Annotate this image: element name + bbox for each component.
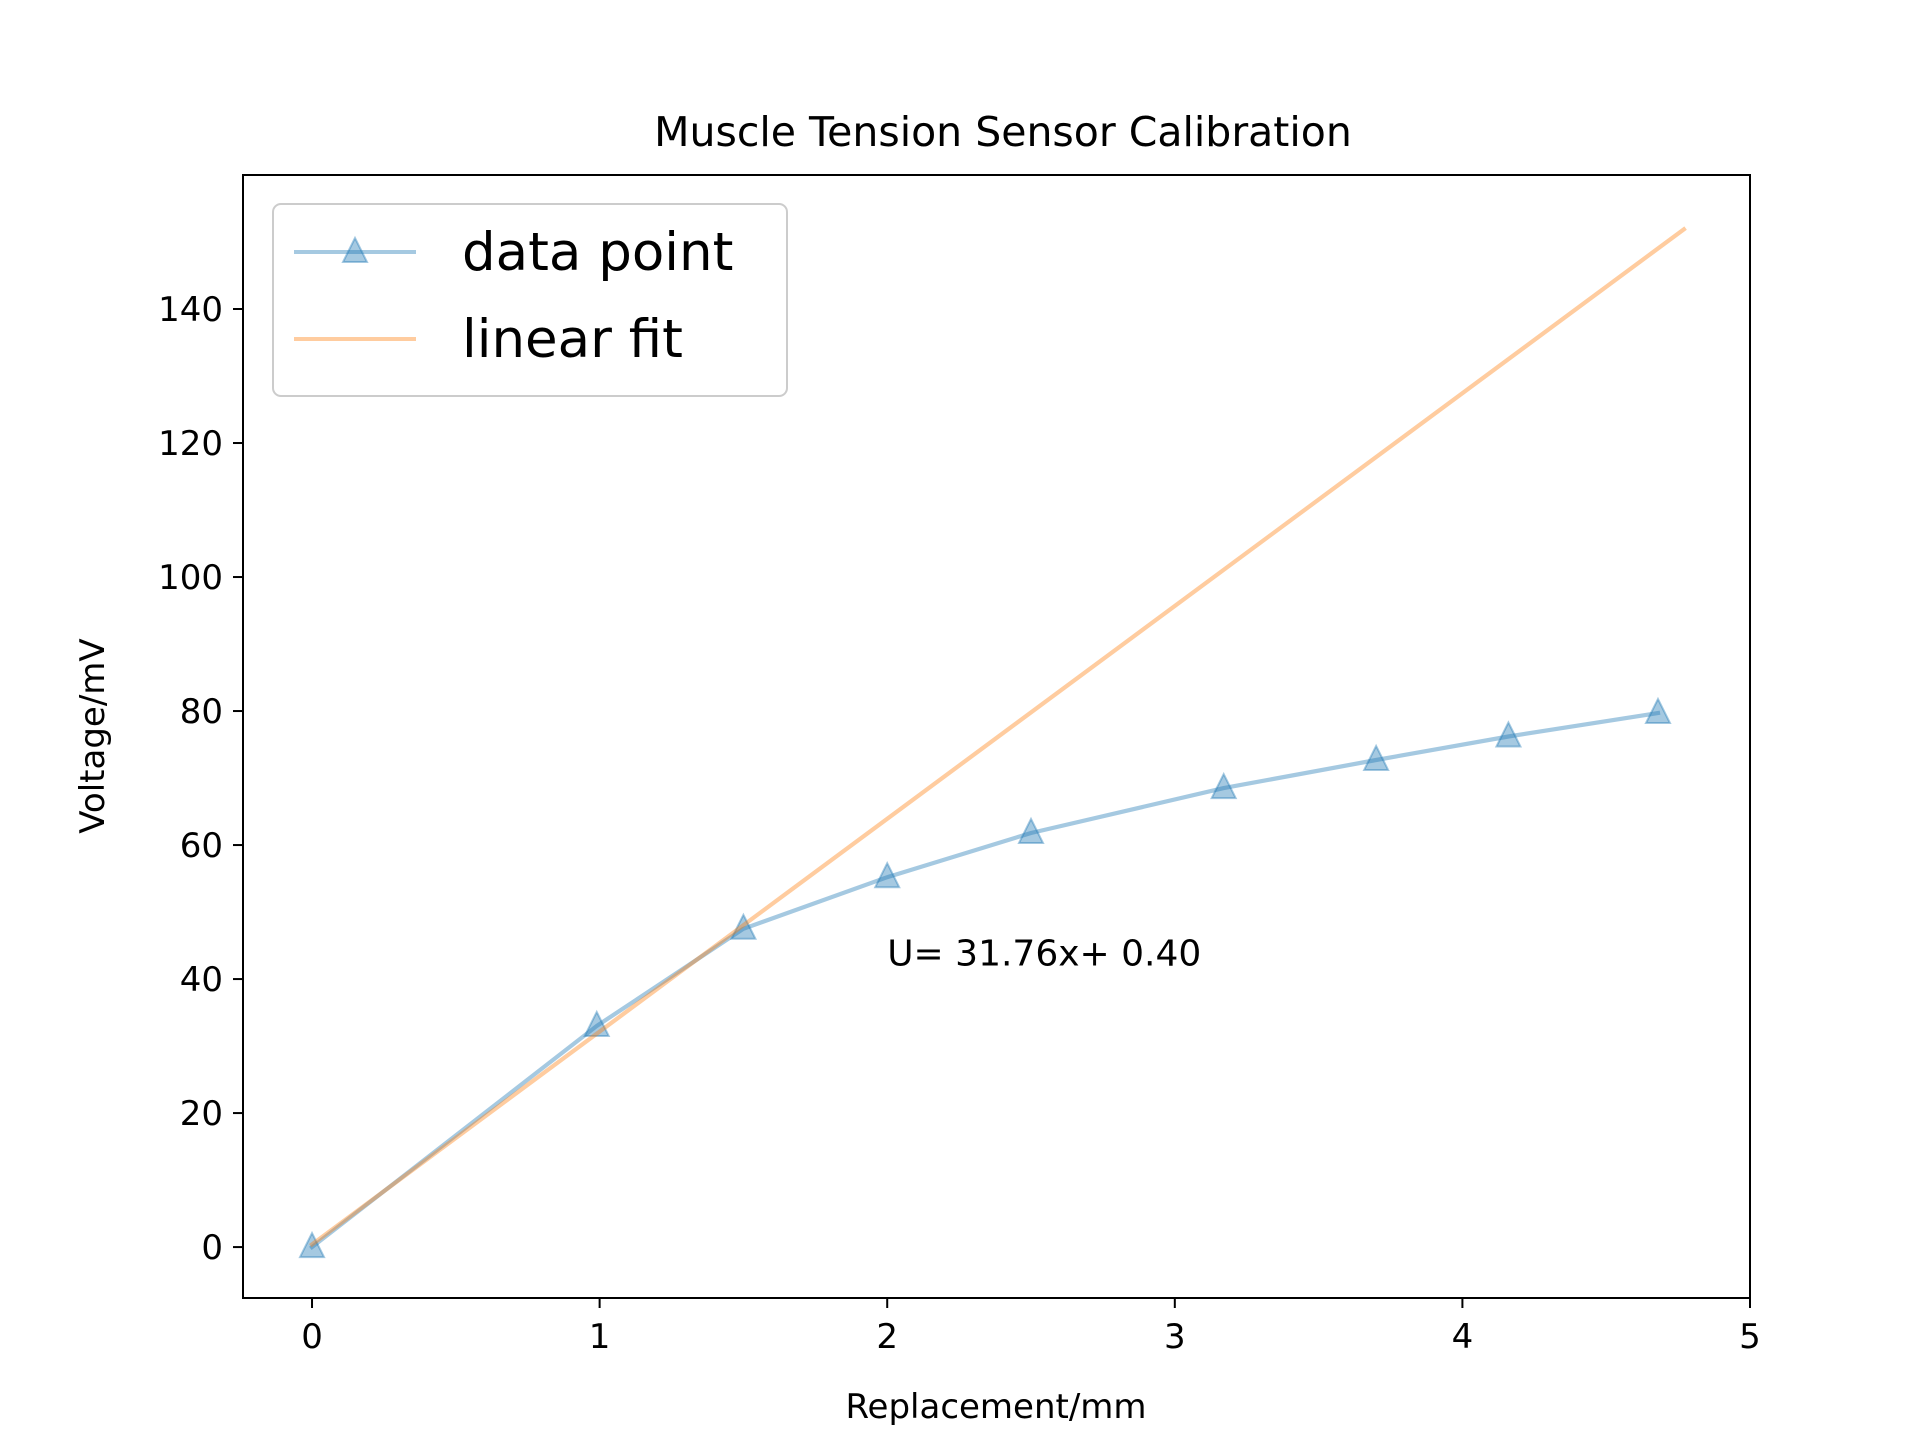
fit-equation-annotation: U= 31.76x+ 0.40: [887, 934, 1201, 975]
data-point-marker: [1017, 816, 1045, 844]
data-point-marker: [1210, 771, 1238, 800]
legend-box: [272, 203, 788, 397]
legend-label-data-point: data point: [462, 222, 733, 283]
series-line-linear-fit: [309, 226, 1687, 1248]
annotations: U= 31.76x+ 0.40: [887, 934, 1201, 975]
y-axis: 0 20 40 60 80 100 120 140: [158, 290, 243, 1268]
x-tick-label: 5: [1739, 1317, 1761, 1357]
legend-marker-data-point: [341, 235, 369, 263]
y-tick-label: 40: [180, 960, 223, 1000]
data-point-marker: [1494, 720, 1523, 748]
x-tick-label: 0: [301, 1317, 323, 1357]
data-point-marker: [1644, 696, 1672, 725]
x-tick-label: 2: [876, 1317, 898, 1357]
plot-area: [298, 226, 1687, 1259]
data-point-marker: [1362, 743, 1390, 771]
data-point-marker: [583, 1009, 611, 1037]
y-tick-label: 80: [180, 692, 223, 732]
y-tick-label: 140: [158, 290, 223, 330]
x-tick-label: 3: [1164, 1317, 1186, 1357]
y-tick-label: 100: [158, 558, 223, 598]
y-tick-label: 60: [180, 826, 223, 866]
y-axis-label: Voltage/mV: [73, 638, 113, 833]
series-line-data-point: [309, 710, 1661, 1251]
x-axis-label: Replacement/mm: [845, 1387, 1146, 1427]
x-tick-label: 4: [1452, 1317, 1474, 1357]
data-point-marker: [873, 860, 901, 889]
axes-frame: [242, 174, 1751, 1299]
legend-label-linear-fit: linear fit: [462, 309, 683, 370]
y-tick-label: 120: [158, 424, 223, 464]
y-tick-label: 0: [201, 1228, 223, 1268]
chart-title: Muscle Tension Sensor Calibration: [654, 108, 1352, 156]
y-tick-label: 20: [180, 1094, 223, 1134]
data-point-marker: [298, 1230, 326, 1259]
data-point-marker: [729, 912, 758, 940]
legend: data point linear fit: [272, 203, 788, 397]
x-axis: 0 1 2 3 4 5: [301, 1298, 1761, 1357]
x-tick-label: 1: [589, 1317, 611, 1357]
